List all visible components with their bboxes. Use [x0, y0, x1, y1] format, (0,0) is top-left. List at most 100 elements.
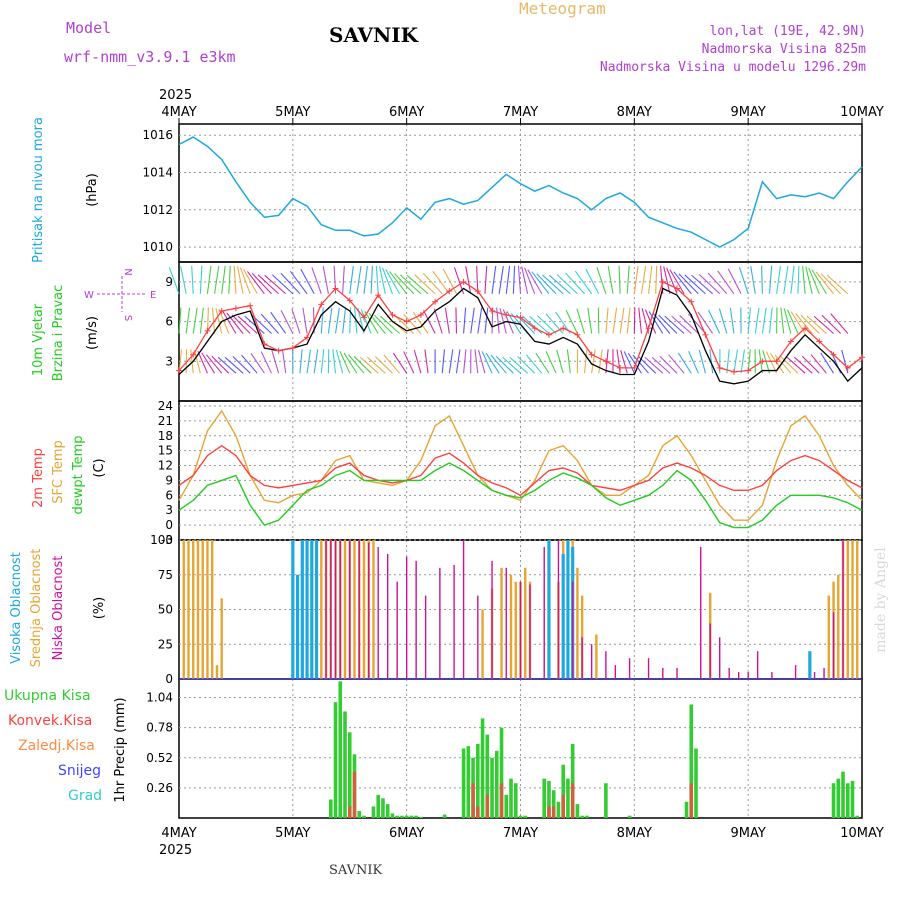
wind-arrow	[239, 267, 251, 294]
precip-bar-total	[689, 704, 694, 818]
cloud-bar-mid	[220, 598, 223, 679]
precip-bar-total	[551, 790, 556, 818]
precip-bar-total	[476, 743, 480, 818]
precip-bar-total	[381, 798, 385, 818]
cloud-bar-mid	[500, 567, 503, 679]
precip-bar-total	[694, 748, 698, 818]
wind-arrow	[413, 349, 422, 374]
wind-arrow	[717, 270, 735, 295]
wind-arrow	[360, 309, 372, 334]
wind-arrow	[536, 273, 557, 295]
cloud-tick-label: 0	[165, 672, 173, 686]
wind-arrow	[379, 315, 400, 334]
cloud-bar-low	[529, 584, 531, 679]
wind-arrow	[638, 307, 642, 334]
wind-arrow	[311, 267, 322, 294]
cloud-tick-label: 25	[158, 637, 173, 651]
wind-arrow	[463, 307, 467, 334]
cloud-bar-low	[614, 665, 617, 679]
wind-arrow	[669, 269, 685, 295]
wind-arrow	[697, 311, 714, 334]
wind-arrow	[671, 315, 692, 334]
wind-arrow	[444, 307, 450, 334]
wind-arrow	[727, 268, 742, 295]
wind-arrow	[313, 349, 319, 374]
top-day-label: 4MAY	[161, 105, 196, 120]
wind-arrow	[252, 315, 272, 334]
wind-arrow	[747, 307, 751, 334]
precip-bar-total	[547, 780, 551, 818]
precip-bar-total	[566, 778, 570, 818]
wind-arrow	[180, 266, 187, 294]
bottom-day-labels: 4MAY 5MAY 6MAY 7MAY 8MAY 9MAY 10MAY	[161, 826, 884, 841]
precip-bar-total	[333, 702, 338, 818]
cloud-bar-mid	[595, 634, 598, 679]
wind-arrow	[707, 272, 728, 295]
wind-arrow	[765, 351, 778, 374]
wind-arrow	[335, 349, 344, 374]
credit-watermark: made by Angel	[873, 547, 889, 653]
wind-tick-labels: 3 6 9	[165, 275, 173, 368]
precip-bar-total	[480, 718, 485, 818]
wind-arrow	[626, 307, 631, 334]
station-title: SAVNIK	[329, 23, 419, 47]
wind-arrow	[206, 265, 212, 294]
precip-bar-convective	[570, 783, 575, 818]
wind-arrow	[192, 307, 198, 334]
precip-bar-total	[400, 815, 404, 818]
cloud-bar-low	[628, 658, 631, 679]
wind-arrow	[231, 314, 251, 334]
wind-arrow	[536, 315, 557, 334]
wind-arrow	[334, 307, 340, 334]
wind-arrow	[820, 352, 835, 374]
wind-arrow	[280, 272, 301, 295]
bottom-day-label: 10MAY	[840, 826, 884, 841]
wind-arrow	[512, 265, 516, 294]
temp-tick-label: 21	[158, 414, 173, 428]
cloud-bar-high	[295, 574, 300, 679]
wind-arrow	[178, 307, 182, 334]
wind-arrow	[481, 351, 493, 374]
wind-arrow	[633, 307, 636, 334]
wind-arrow	[342, 307, 347, 334]
wind-arrow	[783, 308, 792, 334]
wind-arrow	[644, 356, 664, 374]
bottom-day-label: 4MAY	[161, 826, 196, 841]
wind-arrow	[414, 274, 436, 295]
precip-bar-total	[523, 815, 528, 818]
wind-arrow	[412, 311, 429, 334]
cloud-bar-mid	[576, 567, 579, 679]
precip-tick-label: 1.04	[146, 691, 173, 705]
wind-arrow	[257, 274, 279, 295]
cloud-bar-low	[590, 644, 593, 679]
precip-bar-total	[561, 764, 565, 818]
precip-bar-total	[385, 804, 390, 818]
cloud-bar-low	[477, 595, 479, 679]
wind-arrow	[808, 267, 820, 294]
wind-arrow	[455, 307, 458, 334]
cloud-bar-low	[719, 637, 721, 679]
temp-label-dew: dewpt Temp	[71, 435, 86, 514]
wind-arrow	[502, 356, 521, 374]
precip-bar-total	[627, 815, 632, 818]
precip-bar-total	[338, 681, 343, 818]
wind-arrow	[233, 265, 237, 294]
wind-arrow	[556, 274, 578, 295]
wind-arrow	[678, 273, 699, 295]
compass-south: S	[122, 315, 133, 321]
wind-arrow	[509, 356, 528, 374]
wind-arrow	[709, 349, 714, 374]
wind-arrow	[841, 349, 849, 374]
precip-bar-total	[485, 734, 490, 818]
precip-bar-total	[357, 811, 362, 818]
wind-arrow	[677, 352, 692, 374]
wind-arrow	[612, 307, 618, 334]
wind-arrow	[535, 352, 550, 374]
wind-arrow	[280, 310, 294, 334]
precip-bar-total	[836, 778, 841, 818]
wind-arrow	[826, 274, 849, 295]
cloud-bar-low	[756, 651, 759, 679]
precip-bar-total	[831, 783, 836, 818]
wind-arrow	[491, 265, 497, 294]
wind-arrow	[260, 351, 272, 374]
